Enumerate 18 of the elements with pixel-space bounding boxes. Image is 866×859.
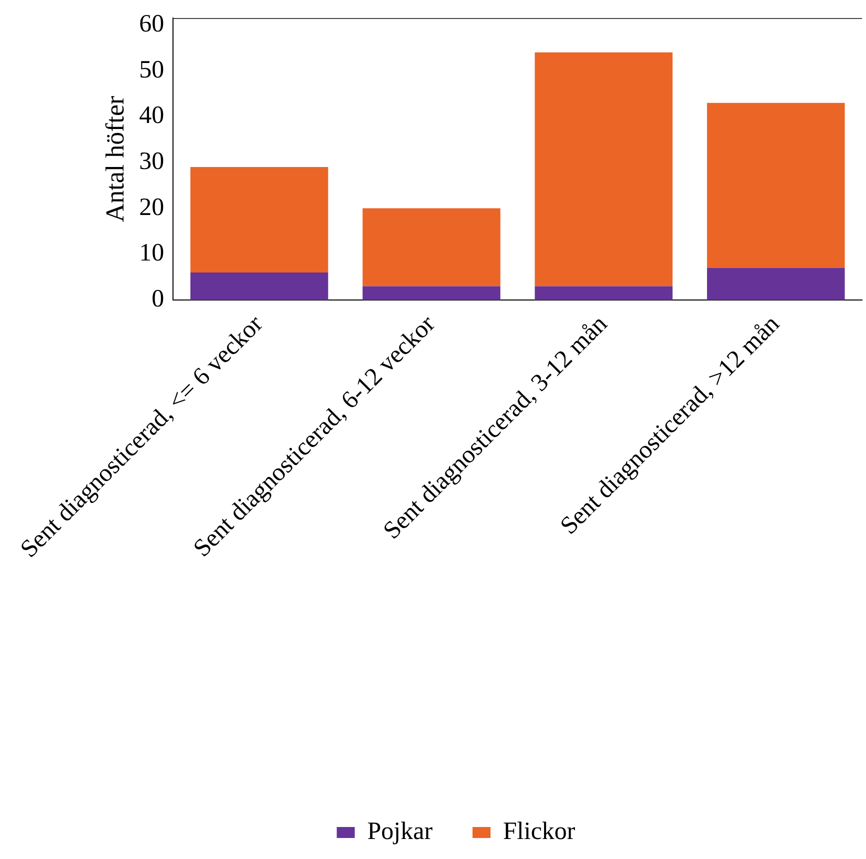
y-tick-label: 30 — [139, 148, 164, 175]
y-tick-label: 10 — [139, 240, 164, 267]
bar — [707, 102, 845, 268]
y-tick-label: 0 — [152, 286, 164, 313]
y-axis-title: Antal höfter — [100, 95, 130, 222]
y-tick-label: 60 — [139, 10, 164, 38]
bar — [362, 286, 500, 300]
bar — [190, 167, 328, 272]
bar — [190, 272, 328, 300]
y-tick-label: 50 — [139, 56, 164, 84]
y-tick-label: 40 — [139, 102, 164, 130]
bar — [534, 52, 673, 286]
bar — [534, 286, 673, 300]
legend-label: Pojkar — [367, 818, 434, 846]
bar — [707, 268, 845, 300]
bar — [362, 208, 500, 286]
legend-label: Flickor — [503, 818, 576, 846]
y-tick-label: 20 — [139, 194, 164, 221]
